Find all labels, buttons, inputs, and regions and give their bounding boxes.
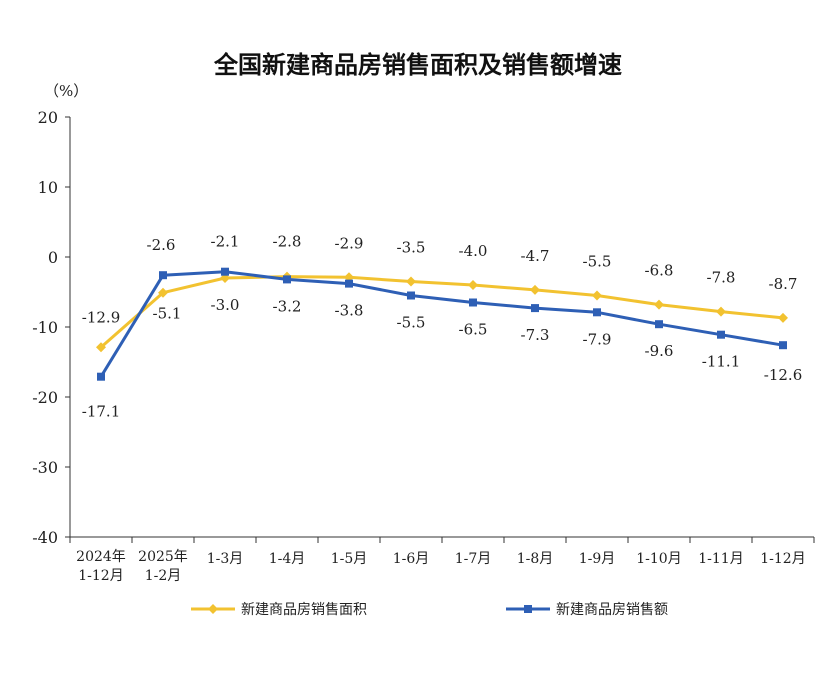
x-tick-label: 1-12月 <box>78 568 123 584</box>
data-label: -12.6 <box>764 366 802 384</box>
series-2-point <box>159 271 167 280</box>
series-layer <box>96 267 788 381</box>
data-label: -9.6 <box>645 342 674 360</box>
series-1-point <box>530 284 540 295</box>
legend-label: 新建商品房销售面积 <box>241 602 367 618</box>
legend: 新建商品房销售面积 新建商品房销售额 <box>191 602 668 618</box>
series-line-1 <box>100 275 784 349</box>
data-label: -5.1 <box>153 305 182 323</box>
data-label: -6.5 <box>459 321 488 339</box>
series-2-point <box>283 275 291 284</box>
x-tick-label: 1-11月 <box>698 551 743 567</box>
series-2-point <box>345 279 353 288</box>
chart-title: 全国新建商品房销售面积及销售额增速 <box>213 51 622 79</box>
x-tick-label: 1-9月 <box>579 551 616 567</box>
series-1-point <box>654 299 664 310</box>
legend-marker <box>524 605 532 613</box>
data-label: -8.7 <box>769 275 798 293</box>
y-tick-label: 20 <box>38 108 58 127</box>
data-labels: -12.9 -5.1 -3.0 -2.8 -2.9 -3.5 -4.0 -4.7 -5.5 -6.… <box>82 233 802 421</box>
x-tick-label: 1-5月 <box>331 551 368 567</box>
series-2-point <box>593 308 601 317</box>
data-label: -2.6 <box>147 236 176 254</box>
axes: 20 10 0 -10 -20 -30 -40 2024年 1-12月 2025年 1-2月 1-3月… <box>32 108 815 584</box>
x-tick-label: 2024年 <box>76 549 126 565</box>
series-1-point <box>468 280 478 290</box>
y-tick-label: -40 <box>32 528 58 547</box>
legend-marker <box>208 604 218 614</box>
x-tick-label: 1-10月 <box>636 551 681 567</box>
y-tick-label: -10 <box>32 318 58 337</box>
data-label: -4.7 <box>521 247 550 265</box>
data-label: -2.1 <box>211 233 240 251</box>
series-1-point <box>778 312 788 323</box>
y-tick-label: 10 <box>38 178 58 197</box>
series-2-point <box>531 304 539 313</box>
series-2-point <box>655 320 663 329</box>
series-2-point <box>407 291 415 300</box>
data-label: -17.1 <box>82 403 120 421</box>
data-label: -5.5 <box>397 314 426 332</box>
x-tick-label: 1-6月 <box>393 551 430 567</box>
data-label: -5.5 <box>583 253 612 271</box>
x-tick-label: 1-7月 <box>455 551 492 567</box>
y-tick-label: 0 <box>48 248 58 267</box>
y-tick-label: -30 <box>32 458 58 477</box>
x-tick-label: 2025年 <box>138 549 188 565</box>
data-label: -3.8 <box>335 302 364 320</box>
data-label: -7.3 <box>521 326 550 344</box>
data-label: -3.2 <box>273 297 302 315</box>
series-2-point <box>97 372 105 381</box>
legend-label: 新建商品房销售额 <box>556 602 668 618</box>
series-1-point <box>96 342 106 353</box>
data-label: -2.9 <box>335 234 364 252</box>
x-tick-label: 1-8月 <box>517 551 554 567</box>
data-label: -4.0 <box>459 242 488 260</box>
x-tick-label: 1-2月 <box>145 568 182 584</box>
series-line-2 <box>99 270 784 378</box>
series-2-point <box>717 330 725 339</box>
data-label: -12.9 <box>82 308 120 326</box>
series-2-point <box>221 267 229 276</box>
x-tick-label: 1-12月 <box>760 551 805 567</box>
data-label: -7.9 <box>583 330 612 348</box>
data-label: -6.8 <box>645 262 674 280</box>
y-tick-label: -20 <box>32 388 58 407</box>
data-label: -2.8 <box>273 233 302 251</box>
series-1-point <box>406 276 416 287</box>
series-2-point <box>469 298 477 307</box>
x-tick-label: 1-4月 <box>269 551 306 567</box>
series-2-point <box>779 341 787 350</box>
data-label: -3.0 <box>211 296 240 314</box>
x-tick-label: 1-3月 <box>207 551 244 567</box>
y-unit-label: （%） <box>44 82 88 100</box>
series-1-point <box>592 290 602 301</box>
data-label: -3.5 <box>397 239 426 257</box>
data-label: -11.1 <box>702 353 740 371</box>
series-1-point <box>158 287 168 298</box>
data-label: -7.8 <box>707 269 736 287</box>
series-1-point <box>716 306 726 317</box>
